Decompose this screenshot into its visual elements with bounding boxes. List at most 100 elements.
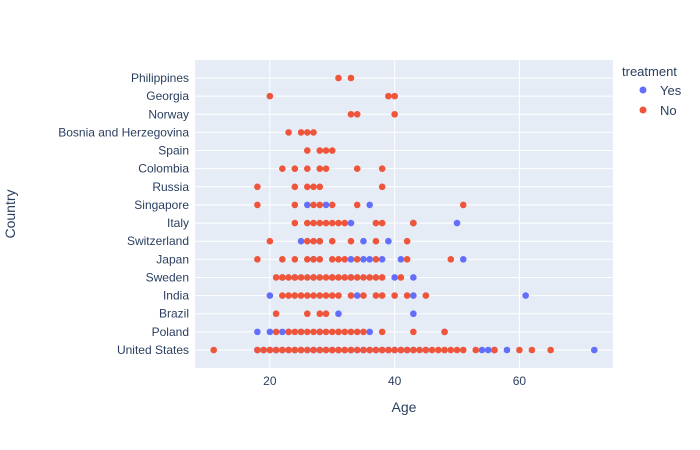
data-point[interactable] bbox=[316, 201, 324, 209]
data-point[interactable] bbox=[360, 237, 367, 245]
data-point[interactable] bbox=[291, 274, 299, 281]
data-point[interactable] bbox=[297, 274, 305, 281]
data-point[interactable] bbox=[316, 274, 324, 281]
data-point[interactable] bbox=[303, 147, 311, 154]
data-point[interactable] bbox=[279, 328, 286, 336]
data-point[interactable] bbox=[328, 219, 336, 227]
data-point[interactable] bbox=[378, 274, 386, 281]
data-point[interactable] bbox=[410, 274, 417, 281]
data-point[interactable] bbox=[378, 183, 386, 191]
data-point[interactable] bbox=[341, 346, 349, 354]
data-point[interactable] bbox=[403, 237, 411, 245]
data-point[interactable] bbox=[360, 292, 367, 299]
data-point[interactable] bbox=[503, 346, 511, 354]
data-point[interactable] bbox=[254, 328, 261, 336]
data-point[interactable] bbox=[410, 328, 417, 336]
data-point[interactable] bbox=[316, 310, 324, 318]
data-point[interactable] bbox=[459, 256, 467, 263]
data-point[interactable] bbox=[291, 256, 299, 263]
data-point[interactable] bbox=[316, 328, 324, 336]
data-point[interactable] bbox=[316, 147, 324, 154]
data-point[interactable] bbox=[335, 310, 342, 318]
data-point[interactable] bbox=[366, 201, 373, 209]
data-point[interactable] bbox=[347, 110, 355, 118]
data-point[interactable] bbox=[372, 219, 380, 227]
data-point[interactable] bbox=[291, 292, 299, 299]
data-point[interactable] bbox=[328, 292, 336, 299]
data-point[interactable] bbox=[366, 256, 373, 263]
data-point[interactable] bbox=[372, 346, 380, 354]
data-point[interactable] bbox=[378, 165, 386, 172]
data-point[interactable] bbox=[335, 292, 342, 299]
data-point[interactable] bbox=[472, 346, 480, 354]
data-point[interactable] bbox=[459, 346, 467, 354]
data-point[interactable] bbox=[310, 274, 317, 281]
data-point[interactable] bbox=[297, 292, 305, 299]
data-point[interactable] bbox=[266, 346, 274, 354]
data-point[interactable] bbox=[378, 346, 386, 354]
data-point[interactable] bbox=[316, 292, 324, 299]
data-point[interactable] bbox=[291, 183, 299, 191]
data-point[interactable] bbox=[291, 201, 299, 209]
data-point[interactable] bbox=[403, 256, 411, 263]
data-point[interactable] bbox=[322, 147, 330, 154]
data-point[interactable] bbox=[335, 256, 342, 263]
data-point[interactable] bbox=[422, 292, 430, 299]
data-point[interactable] bbox=[279, 274, 286, 281]
data-point[interactable] bbox=[254, 183, 261, 191]
data-point[interactable] bbox=[322, 292, 330, 299]
data-point[interactable] bbox=[360, 328, 367, 336]
data-point[interactable] bbox=[328, 147, 336, 154]
data-point[interactable] bbox=[316, 165, 324, 172]
data-point[interactable] bbox=[397, 256, 405, 263]
data-point[interactable] bbox=[310, 292, 317, 299]
data-point[interactable] bbox=[484, 346, 492, 354]
data-point[interactable] bbox=[291, 346, 299, 354]
data-point[interactable] bbox=[285, 292, 292, 299]
data-point[interactable] bbox=[316, 237, 324, 245]
data-point[interactable] bbox=[310, 346, 317, 354]
data-point[interactable] bbox=[491, 346, 498, 354]
data-point[interactable] bbox=[328, 256, 336, 263]
data-point[interactable] bbox=[353, 165, 361, 172]
data-point[interactable] bbox=[291, 219, 299, 227]
data-point[interactable] bbox=[410, 219, 417, 227]
data-point[interactable] bbox=[366, 274, 373, 281]
data-point[interactable] bbox=[316, 256, 324, 263]
data-point[interactable] bbox=[279, 256, 286, 263]
data-point[interactable] bbox=[266, 237, 274, 245]
data-point[interactable] bbox=[341, 274, 349, 281]
data-point[interactable] bbox=[254, 201, 261, 209]
data-point[interactable] bbox=[291, 328, 299, 336]
data-point[interactable] bbox=[272, 310, 280, 318]
data-point[interactable] bbox=[353, 256, 361, 263]
data-point[interactable] bbox=[297, 237, 305, 245]
data-point[interactable] bbox=[353, 110, 361, 118]
data-point[interactable] bbox=[459, 201, 467, 209]
data-point[interactable] bbox=[372, 292, 380, 299]
data-point[interactable] bbox=[385, 346, 392, 354]
data-point[interactable] bbox=[391, 92, 398, 100]
data-point[interactable] bbox=[322, 219, 330, 227]
data-point[interactable] bbox=[453, 219, 461, 227]
data-point[interactable] bbox=[378, 328, 386, 336]
data-point[interactable] bbox=[347, 292, 355, 299]
data-point[interactable] bbox=[422, 346, 430, 354]
legend[interactable]: treatment Yes No bbox=[622, 64, 682, 118]
data-point[interactable] bbox=[410, 292, 417, 299]
data-point[interactable] bbox=[266, 92, 274, 100]
data-point[interactable] bbox=[385, 237, 392, 245]
data-point[interactable] bbox=[391, 110, 398, 118]
data-point[interactable] bbox=[303, 237, 311, 245]
data-point[interactable] bbox=[316, 346, 324, 354]
legend-item-yes[interactable]: Yes bbox=[639, 83, 682, 98]
data-point[interactable] bbox=[279, 292, 286, 299]
data-point[interactable] bbox=[285, 328, 292, 336]
data-point[interactable] bbox=[397, 346, 405, 354]
data-point[interactable] bbox=[416, 346, 423, 354]
data-point[interactable] bbox=[285, 346, 292, 354]
data-point[interactable] bbox=[310, 129, 317, 136]
data-point[interactable] bbox=[372, 256, 380, 263]
data-point[interactable] bbox=[303, 201, 311, 209]
data-point[interactable] bbox=[447, 346, 455, 354]
